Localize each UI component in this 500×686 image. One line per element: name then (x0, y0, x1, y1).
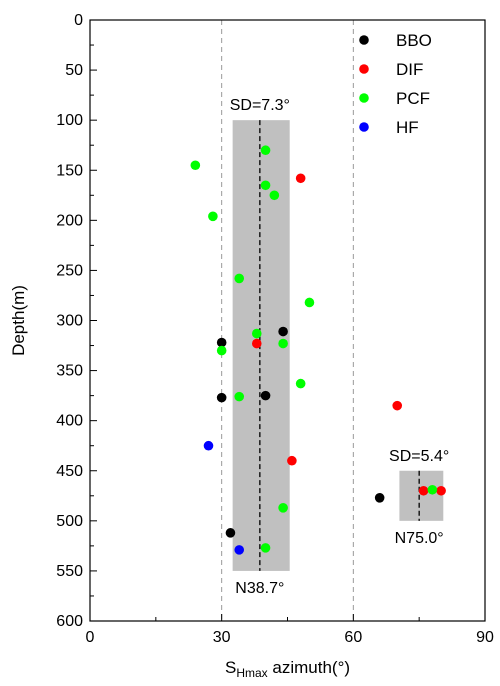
y-tick-label: 600 (56, 613, 83, 630)
point-pcf (260, 180, 271, 191)
legend-label-hf: HF (396, 118, 419, 137)
reference-lines (221, 20, 354, 621)
point-pcf (216, 345, 227, 356)
legend: BBO DIF PCF HF (359, 31, 432, 137)
legend-marker-hf (359, 122, 369, 132)
band-mean-label: N38.7° (235, 580, 284, 597)
x-tick-label: 60 (344, 629, 362, 646)
point-pcf (234, 391, 245, 402)
axis-titles: Depth(m) SHmax azimuth(°) (9, 285, 350, 680)
y-tick-label: 50 (65, 62, 83, 79)
band-sd-label: SD=5.4° (389, 448, 449, 465)
point-dif (392, 400, 403, 411)
point-bbo (216, 337, 227, 348)
y-tick-label: 400 (56, 413, 83, 430)
y-tick-label: 450 (56, 463, 83, 480)
y-tick-label: 0 (74, 12, 83, 29)
sd-band (399, 470, 444, 521)
data-points (190, 145, 446, 555)
legend-label-pcf: PCF (396, 89, 430, 108)
x-tick-label: 90 (476, 629, 494, 646)
point-pcf (260, 543, 271, 553)
point-pcf (278, 503, 288, 513)
legend-marker-dif (359, 64, 369, 74)
point-pcf (208, 211, 218, 222)
point-bbo (374, 492, 385, 503)
point-bbo (260, 390, 271, 401)
point-pcf (190, 160, 201, 171)
legend-marker-pcf (359, 93, 369, 103)
point-pcf (295, 378, 306, 389)
point-dif (436, 485, 446, 496)
point-dif (418, 485, 429, 496)
point-bbo (278, 326, 288, 337)
legend-marker-bbo (359, 35, 369, 45)
x-axis-title-main: S (225, 658, 236, 677)
band-sd-label: SD=7.3° (230, 97, 290, 114)
point-dif (295, 173, 306, 184)
point-pcf (234, 273, 245, 284)
point-dif (251, 338, 262, 349)
y-tick-label: 350 (56, 363, 83, 380)
point-bbo (225, 528, 236, 538)
y-tick-label: 300 (56, 313, 83, 330)
legend-label-bbo: BBO (396, 31, 432, 50)
y-tick-label: 200 (56, 212, 83, 229)
x-axis-title-rest: azimuth(°) (268, 658, 350, 677)
x-tick-label: 0 (86, 629, 95, 646)
point-pcf (269, 190, 280, 201)
point-pcf (260, 145, 271, 156)
y-tick-label: 250 (56, 262, 83, 279)
point-hf (203, 440, 214, 451)
band-mean-label: N75.0° (395, 530, 444, 547)
y-axis-title: Depth(m) (9, 285, 28, 356)
point-bbo (216, 392, 227, 403)
y-tick-label: 100 (56, 112, 83, 129)
point-pcf (427, 484, 438, 495)
x-axis-title-sub: Hmax (236, 666, 267, 680)
point-hf (234, 545, 245, 555)
y-tick-label: 500 (56, 513, 83, 530)
point-pcf (251, 328, 262, 339)
x-axis-title: SHmax azimuth(°) (225, 658, 350, 680)
y-tick-label: 150 (56, 162, 83, 179)
x-tick-label: 30 (213, 629, 231, 646)
y-tick-label: 550 (56, 563, 83, 580)
point-dif (287, 455, 297, 466)
legend-label-dif: DIF (396, 60, 423, 79)
point-pcf (304, 297, 315, 308)
point-pcf (278, 338, 288, 349)
